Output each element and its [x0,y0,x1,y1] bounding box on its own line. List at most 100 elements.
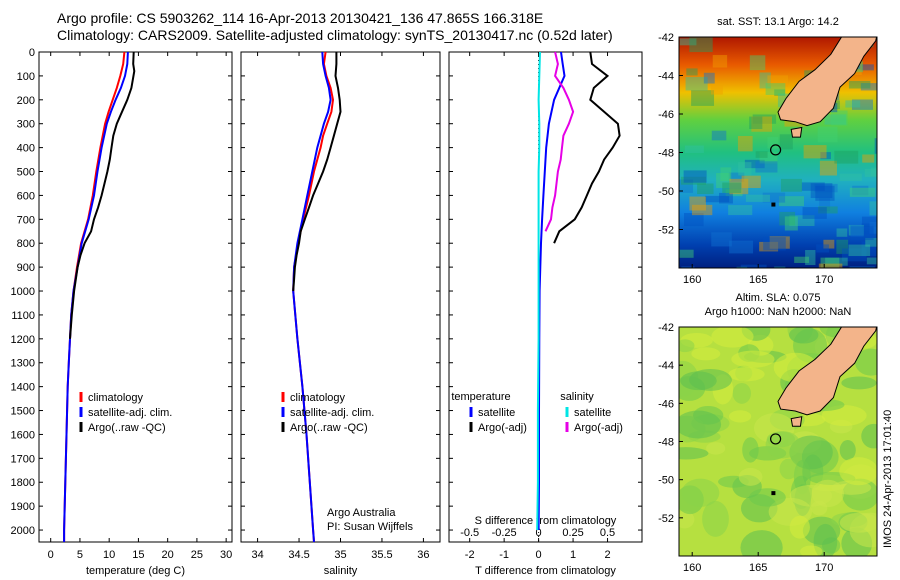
map-panel-1: -42 -44 -46 -48 -50 -52 160 165 170 sat. SST: 13.… [658,16,878,286]
x-tick-label: 20 [162,549,174,561]
argo-position-marker [769,144,782,156]
x-top-axis-label: S difference from climatology [475,515,617,527]
sst-patch [704,195,730,203]
series-line-3 [292,52,342,292]
y-tick-label: 1700 [11,453,35,465]
sst-patch [683,213,704,227]
sla-patch [702,500,729,537]
sst-patch [851,99,873,110]
legend-label: climatology [88,392,144,404]
map-image [679,327,877,556]
sst-patch [779,134,793,150]
sst-patch [725,189,743,197]
sst-patch [763,237,786,251]
y-tick-label: 200 [17,95,35,107]
sst-patch [691,204,713,216]
legend-label: Argo(..raw -QC) [290,422,368,434]
series-line-4 [544,51,575,232]
sst-patch [689,196,706,211]
sst-patch [711,232,732,247]
legend-label: satellite-adj. clim. [290,407,374,419]
sst-patch [738,162,752,176]
y-tick-label: 600 [17,190,35,202]
sla-patch [706,442,726,455]
y-tick-label: -42 [658,32,674,44]
sst-patch [740,264,767,268]
y-tick-label: 0 [29,47,35,59]
sla-patch [679,339,695,353]
x-tick-label: 160 [683,274,701,286]
sst-patch [779,211,796,226]
plot-frame [240,51,441,543]
y-tick-label: -50 [658,475,674,487]
sla-patch [789,327,819,344]
sst-patch [755,161,778,173]
sst-patch [823,239,835,249]
sst-patch [848,80,871,89]
sla-patch [742,437,759,463]
sla-patch [765,431,801,459]
sst-patch [710,85,723,95]
sst-patch [778,196,805,207]
sst-patch [820,257,840,268]
sst-patch [681,266,695,268]
sst-patch [860,83,877,91]
sla-patch [679,510,695,529]
sst-patch [751,116,772,132]
sst-patch [679,249,694,258]
sst-patch [819,198,831,212]
sst-patch [716,173,730,189]
sst-patch [831,110,848,126]
y-tick-label: 300 [17,119,35,131]
x-tick-label: 35.5 [371,549,392,561]
sst-patch [691,90,715,106]
sla-patch [738,467,763,486]
y-tick-label: 1800 [11,477,35,489]
x-top-tick-label: 0.25 [562,527,583,539]
y-tick-label: -44 [658,360,674,372]
sst-patch [684,145,704,153]
sst-patch [774,266,786,268]
x-tick-label: 35 [334,549,346,561]
sst-patch [711,130,727,141]
sst-patch [848,224,864,236]
sla-patch [839,512,877,533]
sst-patch [869,222,877,234]
sla-patch [679,447,709,460]
sla-patch [861,423,877,449]
sla-patch [681,478,720,507]
sst-patch [820,152,831,160]
profile-panel-2: 34 34.5 35 35.5 36 salinity climatology satelli… [240,51,441,577]
sst-patch [849,266,875,268]
sst-patch [850,224,864,237]
x-tick-label: 165 [749,274,767,286]
sst-patch [741,175,761,189]
sst-patch [780,178,802,192]
sst-patch [849,187,876,197]
sst-patch [774,89,786,96]
y-tick-label: 100 [17,71,35,83]
sst-patch [865,237,877,247]
sst-patch [862,154,875,163]
y-tick-label: -50 [658,186,674,198]
figure-title-line2: Climatology: CARS2009. Satellite-adjuste… [57,27,613,43]
sst-patch [736,266,748,268]
sla-patch [800,545,823,556]
sla-patch [732,382,752,404]
x-tick-label: 5 [77,549,83,561]
sst-patch [850,226,874,240]
sst-patch [729,178,749,195]
sst-patch [801,182,825,191]
sst-patch [848,244,871,257]
sst-patch [802,207,827,219]
sla-patch [749,488,786,507]
x-tick-label: 0 [48,549,54,561]
map-image [679,37,877,268]
x-tick-label: 10 [103,549,115,561]
x-tick-label: 34.5 [288,549,309,561]
sst-patch [737,135,753,152]
sst-patch [819,160,837,176]
series-line-2 [553,51,621,244]
sla-patch [839,440,856,461]
